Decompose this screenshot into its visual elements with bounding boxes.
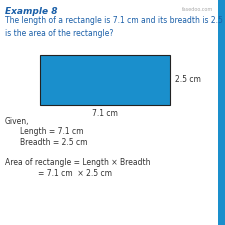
- Bar: [218, 0, 225, 225]
- Text: = 7.1 cm  × 2.5 cm: = 7.1 cm × 2.5 cm: [38, 169, 112, 178]
- Text: Area of rectangle = Length × Breadth: Area of rectangle = Length × Breadth: [5, 158, 151, 167]
- Text: 2.5 cm: 2.5 cm: [175, 76, 201, 85]
- Text: Length = 7.1 cm: Length = 7.1 cm: [20, 127, 83, 136]
- Text: Example 8: Example 8: [5, 7, 58, 16]
- Text: Breadth = 2.5 cm: Breadth = 2.5 cm: [20, 138, 88, 147]
- Bar: [40, 55, 170, 105]
- Text: 7.1 cm: 7.1 cm: [92, 109, 118, 118]
- Text: The length of a rectangle is 7.1 cm and its breadth is 2.5 cm. What
is the area : The length of a rectangle is 7.1 cm and …: [5, 16, 225, 38]
- Text: Given,: Given,: [5, 117, 29, 126]
- Text: fasedoo.com: fasedoo.com: [182, 7, 213, 12]
